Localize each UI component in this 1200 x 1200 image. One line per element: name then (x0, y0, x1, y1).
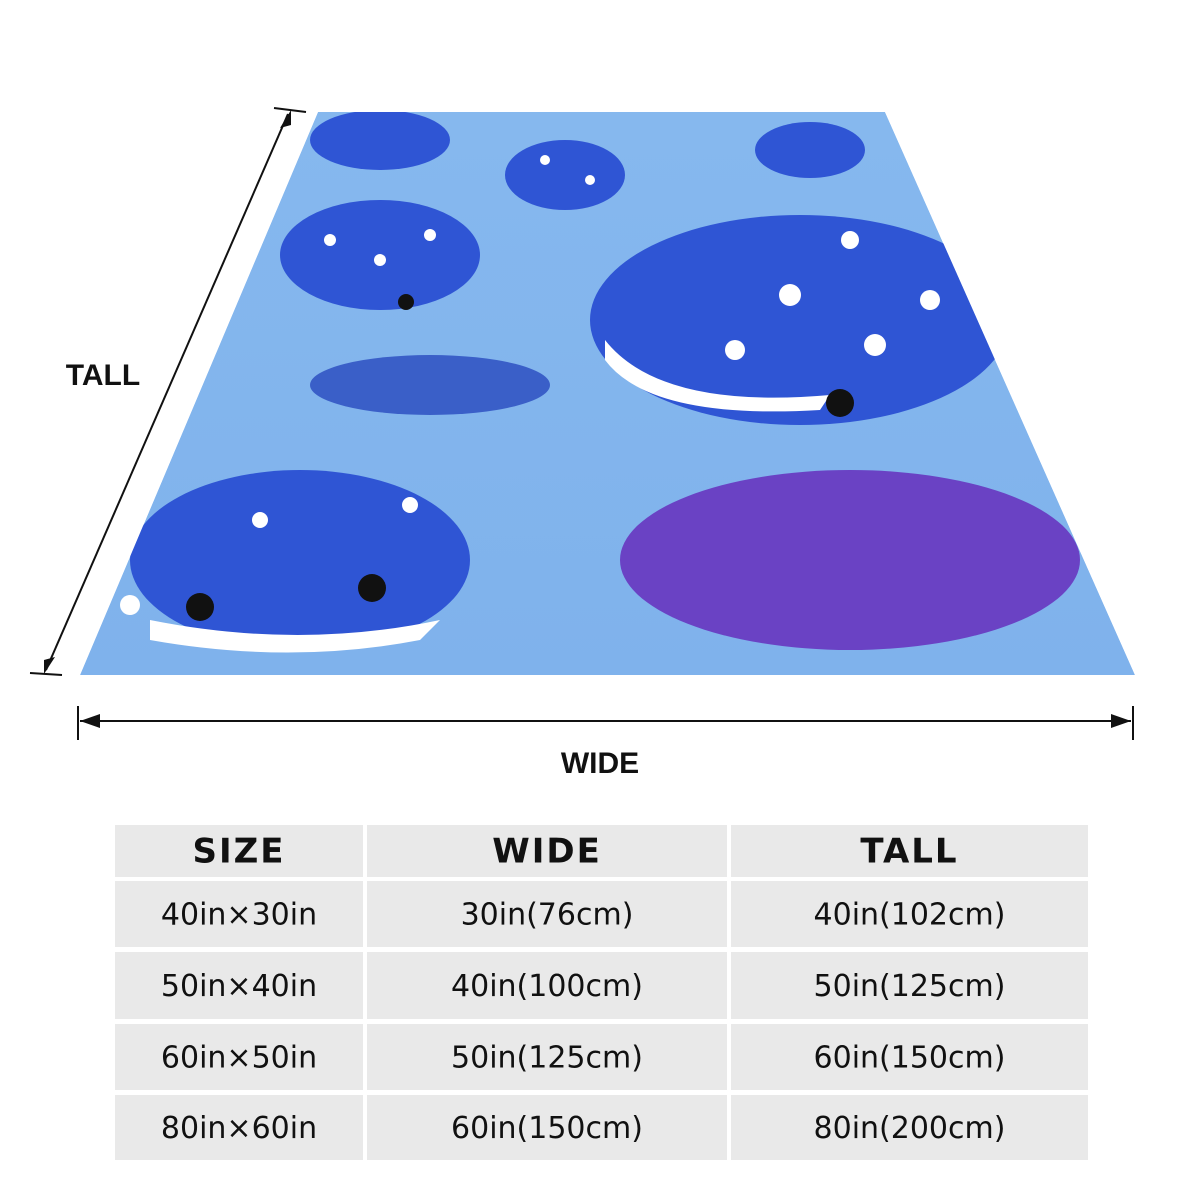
table-text: 40in×30in (161, 898, 317, 933)
header-cell: WIDE (492, 832, 602, 872)
wide-label: WIDE (561, 747, 639, 780)
table-text: 60in(150cm) (814, 1041, 1006, 1076)
table-text: 50in(125cm) (451, 1041, 643, 1076)
table-cell (115, 825, 363, 877)
size-table: SIZE WIDE TALL 40in×30in 30in(76cm) 40in(102c… (115, 825, 1088, 1160)
table-cell (367, 1024, 727, 1090)
table-text: 50in×40in (161, 969, 317, 1004)
tall-label: TALL (66, 359, 140, 392)
table-cell (731, 1024, 1088, 1090)
blanket (80, 112, 1135, 675)
table-cell (731, 1095, 1088, 1160)
table-text: 30in(76cm) (461, 898, 634, 933)
table-cell (367, 1095, 727, 1160)
table-cell (367, 952, 727, 1019)
wide-arrow (77, 706, 1134, 740)
table-text: 40in(100cm) (451, 969, 643, 1004)
tall-arrow (29, 107, 307, 676)
table-text: 60in×50in (161, 1041, 317, 1076)
table-cell (115, 952, 363, 1019)
table-text: 80in(200cm) (814, 1111, 1006, 1146)
table-cell (115, 1024, 363, 1090)
table-cell (731, 881, 1088, 947)
header-cell: TALL (860, 832, 958, 872)
table-text: 60in(150cm) (451, 1111, 643, 1146)
table-cell (367, 881, 727, 947)
table-cell (115, 1095, 363, 1160)
table-text: 50in(125cm) (814, 969, 1006, 1004)
table-text: 40in(102cm) (814, 898, 1006, 933)
table-cell (367, 825, 727, 877)
table-text: 80in×60in (161, 1111, 317, 1146)
table-cell (115, 881, 363, 947)
header-cell: SIZE (192, 832, 285, 872)
table-cell (731, 825, 1088, 877)
table-cell (731, 952, 1088, 1019)
